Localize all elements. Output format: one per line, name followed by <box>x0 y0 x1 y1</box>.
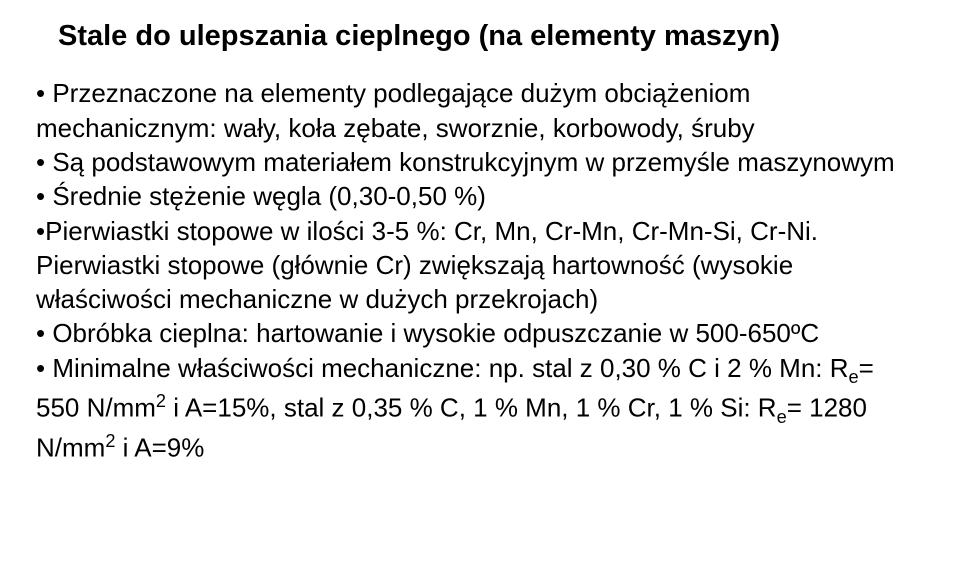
bullet-icon <box>36 353 52 383</box>
document-page: Stale do ulepszania cieplnego (na elemen… <box>0 0 960 563</box>
superscript: 2 <box>156 391 166 411</box>
subscript: e <box>849 367 859 387</box>
list-item: Przeznaczone na elementy podlegające duż… <box>36 76 924 145</box>
list-item: Minimalne właściwości mechaniczne: np. s… <box>36 351 924 465</box>
page-title: Stale do ulepszania cieplnego (na elemen… <box>58 18 924 54</box>
subscript: e <box>777 407 787 427</box>
superscript: 2 <box>105 431 115 451</box>
text-fragment: Minimalne właściwości mechaniczne: np. s… <box>52 353 848 383</box>
list-item: Pierwiastki stopowe w ilości 3-5 %: Cr, … <box>36 214 924 317</box>
list-item: Są podstawowym materiałem konstrukcyjnym… <box>36 145 924 179</box>
content-list: Przeznaczone na elementy podlegające duż… <box>36 76 924 465</box>
text-fragment: i A=9% <box>115 432 204 462</box>
list-item: Średnie stężenie węgla (0,30-0,50 %) <box>36 179 924 213</box>
text-fragment: i A=15%, stal z 0,35 % C, 1 % Mn, 1 % Cr… <box>166 393 777 423</box>
list-item: Obróbka cieplna: hartowanie i wysokie od… <box>36 316 924 350</box>
